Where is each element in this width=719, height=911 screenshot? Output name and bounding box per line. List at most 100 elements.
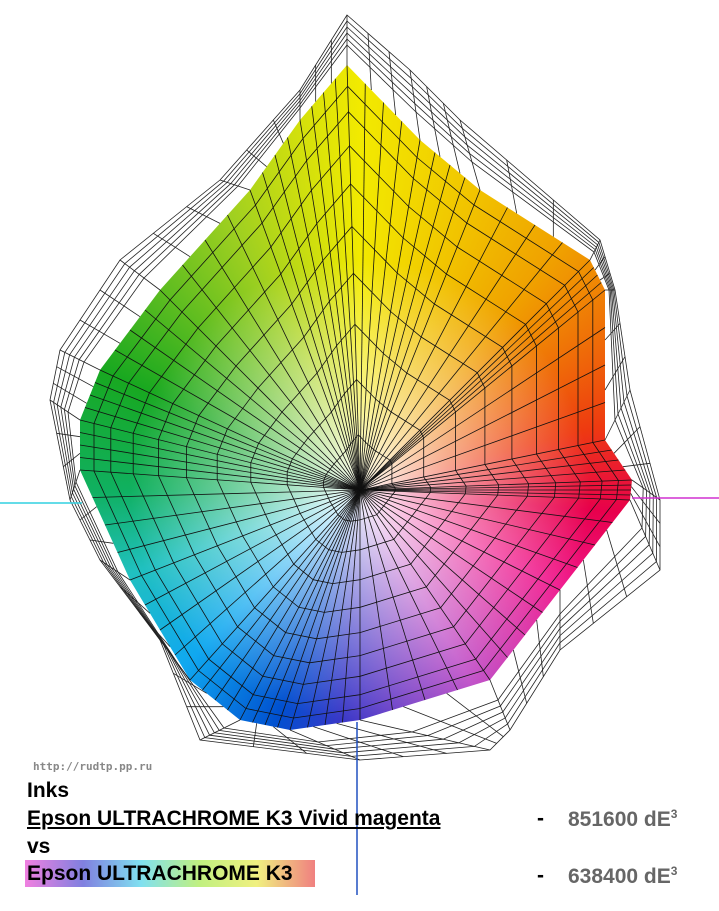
wire-rib [442,103,461,174]
wire-rib [79,506,97,521]
mesh-radial [359,489,426,701]
mesh-radial [359,364,606,491]
wire-rib [219,179,251,191]
watermark: http://rudtp.pp.ru [33,760,153,773]
wire-rib [273,726,307,754]
wire-ring [60,32,651,750]
wire-rib [536,619,544,677]
wire-rib [153,232,191,258]
mesh-radial [359,289,606,491]
mesh-radial [89,394,361,491]
volume-exponent: 3 [670,807,678,821]
mesh-radial [359,282,602,491]
mesh-ring [216,272,500,613]
mesh-radial [359,489,596,546]
mesh-radial [359,479,633,491]
ink-name-text: Epson ULTRACHROME K3 [25,860,315,887]
wire-rib [336,722,447,754]
wire-rib [582,559,594,624]
mesh-radial [79,419,361,491]
wire-rib [56,366,94,388]
wire-rib [512,649,528,704]
wire-ring [67,44,644,743]
wire-ring [49,14,661,761]
mesh-radial [359,489,561,591]
mesh-radial [114,349,361,491]
ink-volume: 638400 dE3 [568,864,677,889]
wire-rib [604,356,626,391]
wire-rib [53,382,87,404]
mesh-radial [346,64,361,491]
wire-rib [272,119,284,144]
mesh-ring [93,85,619,719]
mesh-radial [307,489,361,728]
wire-rib [622,462,651,468]
mesh-ring [157,183,557,664]
wire-rib [199,719,241,741]
heading: Inks [27,779,70,802]
mesh-radial [359,242,563,491]
mesh-radial [252,489,361,723]
mesh-radial [359,83,366,491]
mesh-radial [202,489,361,691]
wire-rib [313,726,404,758]
wire-rib [409,69,421,141]
volume-exponent: 3 [670,864,678,878]
mesh-radial [79,457,361,491]
wire-ring [56,26,654,754]
mesh-radial [359,489,393,711]
wire-rib [446,693,504,737]
wire-rib [186,206,221,224]
mesh-radial [249,189,361,491]
mesh-radial [299,119,361,491]
wire-rib [99,289,141,317]
mesh-radial [359,469,626,491]
mesh-radial [324,489,361,726]
mesh-radial [189,489,361,681]
mesh-radial [359,102,384,491]
wire-ring [53,20,658,757]
mesh-radial [274,154,361,491]
mesh-radial [359,489,543,613]
mesh-radial [359,121,403,491]
mesh-radial [359,259,591,491]
mesh-radial [334,78,361,491]
mesh-radial [239,489,361,721]
mesh-radial [84,407,361,491]
mesh-radial [277,489,361,728]
mesh-radial [359,267,595,491]
mesh-radial [144,309,361,491]
mesh-radial [104,489,361,526]
mesh-ring [185,225,530,640]
ink-name: Epson ULTRACHROME K3 Vivid magenta [27,807,441,830]
volume-value: 851600 dE [568,808,671,831]
mesh-radial [227,214,361,491]
dash: - [537,807,544,830]
mesh-radial [359,489,491,681]
mesh-radial [359,489,631,501]
mesh-radial [174,489,361,656]
mesh-radial [359,449,612,491]
mesh-radial [311,106,361,491]
mesh-radial [359,489,508,658]
wire-rib [246,149,267,167]
wire-rib [359,719,491,751]
mesh-radial [359,207,508,491]
mesh-radial [359,439,606,491]
mesh-radial [323,92,361,491]
wire-rib [119,259,161,291]
mesh-radial [129,329,361,491]
wire-rib [56,432,81,438]
mesh-radial [359,274,598,491]
mesh-radial [359,489,526,636]
wire-rib [59,349,101,371]
mesh-radial [227,489,361,711]
mesh-radial [144,489,361,606]
separator: vs [27,835,51,858]
wire-rib [506,159,518,214]
wire-rib [604,389,631,441]
mesh-radial [159,489,361,631]
mesh-radial [342,489,361,723]
wire-rib [426,86,441,157]
mesh-radial [359,484,632,491]
